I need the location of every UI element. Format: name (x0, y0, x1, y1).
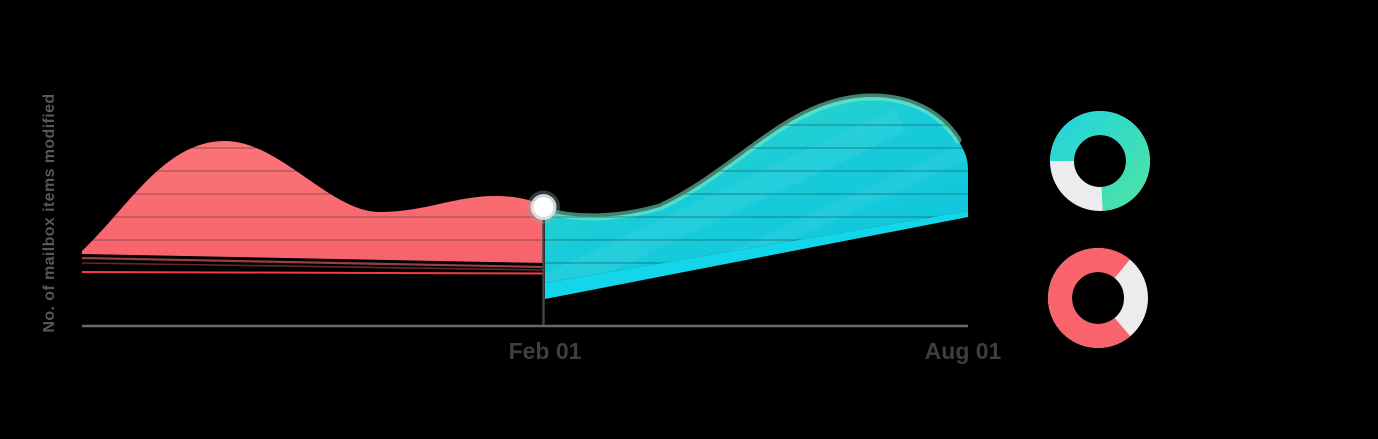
series-before-feb (81, 141, 544, 275)
x-tick-feb-01: Feb 01 (508, 338, 582, 364)
teal-top-highlight (541, 93, 962, 221)
donut-red-gauge (1048, 248, 1148, 348)
donut-red-arc (1048, 248, 1148, 348)
series-after-feb (541, 93, 968, 299)
red-baseline-edge (81, 271, 544, 275)
x-tick-aug-01: Aug 01 (924, 338, 1002, 364)
donut-teal-arc (1050, 111, 1150, 211)
donut-teal-gauge (1050, 111, 1150, 211)
divider-handle[interactable] (527, 190, 560, 224)
cyan-bottom-edge (545, 211, 968, 299)
y-axis-label: No. of mailbox items modified (41, 93, 58, 333)
